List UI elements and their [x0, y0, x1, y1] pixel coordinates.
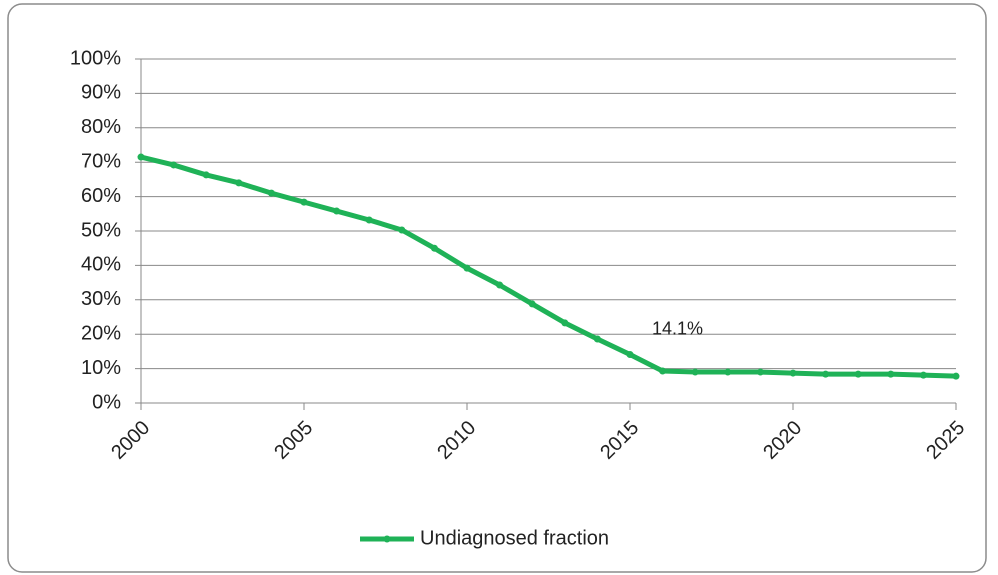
- y-tick-label: 70%: [81, 150, 121, 172]
- data-point: [659, 367, 667, 375]
- data-point: [528, 300, 536, 308]
- data-point: [626, 350, 634, 358]
- data-point: [593, 335, 601, 343]
- data-point: [822, 370, 830, 378]
- data-point: [365, 216, 373, 224]
- data-point: [235, 179, 243, 187]
- data-point: [137, 153, 145, 161]
- data-point: [561, 319, 569, 327]
- data-point: [202, 171, 210, 179]
- y-tick-label: 50%: [81, 219, 121, 241]
- data-point: [724, 368, 732, 376]
- data-point: [756, 368, 764, 376]
- data-point: [267, 189, 275, 197]
- y-tick-label: 20%: [81, 322, 121, 344]
- y-tick-label: 100%: [70, 47, 121, 69]
- y-tick-label: 60%: [81, 185, 121, 207]
- y-tick-label: 30%: [81, 288, 121, 310]
- legend-marker: [383, 535, 391, 543]
- data-point: [333, 207, 341, 215]
- data-point: [463, 264, 471, 272]
- data-point: [952, 372, 960, 380]
- data-line: [140, 154, 957, 379]
- chart-frame: [7, 3, 987, 573]
- data-point: [854, 370, 862, 378]
- data-point: [887, 370, 895, 378]
- data-point: [398, 226, 406, 234]
- data-point: [170, 161, 178, 169]
- y-tick-label: 0%: [92, 391, 121, 413]
- data-point: [300, 198, 308, 206]
- y-tick-label: 80%: [81, 116, 121, 138]
- data-point: [691, 368, 699, 376]
- data-point: [430, 244, 438, 252]
- y-tick-label: 10%: [81, 357, 121, 379]
- data-point: [919, 371, 927, 379]
- data-point: [496, 281, 504, 289]
- data-point: [789, 369, 797, 377]
- y-tick-label: 90%: [81, 82, 121, 104]
- y-tick-label: 40%: [81, 254, 121, 276]
- data-label: 14.1%: [652, 319, 703, 339]
- legend-label: Undiagnosed fraction: [420, 527, 609, 549]
